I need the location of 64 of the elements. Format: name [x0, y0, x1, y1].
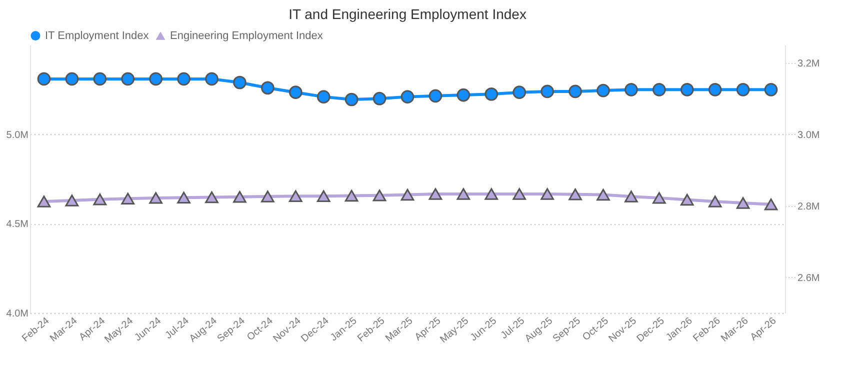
point [596, 84, 610, 98]
point [680, 83, 694, 96]
point [344, 190, 358, 202]
point [568, 188, 582, 200]
point [288, 190, 302, 202]
point [708, 83, 722, 96]
legend-label: Engineering Employment Index [170, 30, 324, 42]
point [372, 92, 386, 106]
point [512, 86, 526, 99]
point [596, 188, 610, 201]
point [400, 90, 414, 104]
point [428, 188, 442, 200]
point [764, 83, 778, 96]
point [261, 81, 274, 95]
point [708, 196, 722, 208]
point [624, 190, 638, 202]
point [540, 188, 554, 200]
point [456, 88, 470, 102]
point [540, 84, 554, 98]
point [736, 83, 750, 96]
legend-label: IT Employment Index [45, 30, 150, 42]
point [484, 87, 498, 101]
point [372, 190, 386, 202]
point [177, 192, 190, 204]
point [37, 72, 51, 86]
point [261, 190, 274, 202]
point [205, 191, 218, 204]
point [149, 72, 162, 86]
point [652, 192, 666, 204]
point [288, 86, 302, 99]
y2-tick-label: 2.6M [798, 272, 820, 284]
point [149, 192, 162, 204]
point [400, 188, 414, 201]
point [121, 192, 135, 205]
point [37, 196, 51, 208]
point [512, 188, 526, 200]
point [428, 89, 442, 103]
chart-title: IT and Engineering Employment Index [288, 6, 526, 22]
point [764, 198, 778, 210]
y-tick-label: 4.5M [6, 219, 28, 230]
point [121, 72, 135, 86]
point [456, 188, 470, 200]
point [680, 194, 694, 206]
y-tick-label: 4.0M [6, 308, 28, 320]
point [316, 190, 330, 202]
y2-tick-label: 3.2M [798, 58, 820, 70]
point [65, 72, 79, 86]
point [736, 197, 750, 209]
y2-tick-label: 2.8M [798, 201, 820, 212]
point [205, 72, 218, 86]
point [93, 72, 107, 86]
point [344, 92, 358, 106]
point [233, 190, 246, 203]
point [652, 83, 666, 96]
point [93, 193, 107, 206]
point [65, 194, 79, 206]
y-tick-label: 5.0M [6, 130, 28, 141]
point [624, 83, 638, 96]
point [233, 76, 246, 90]
point [177, 72, 190, 86]
y2-tick-label: 3.0M [798, 130, 820, 141]
point [316, 90, 330, 104]
point [568, 84, 582, 98]
point [484, 188, 498, 200]
